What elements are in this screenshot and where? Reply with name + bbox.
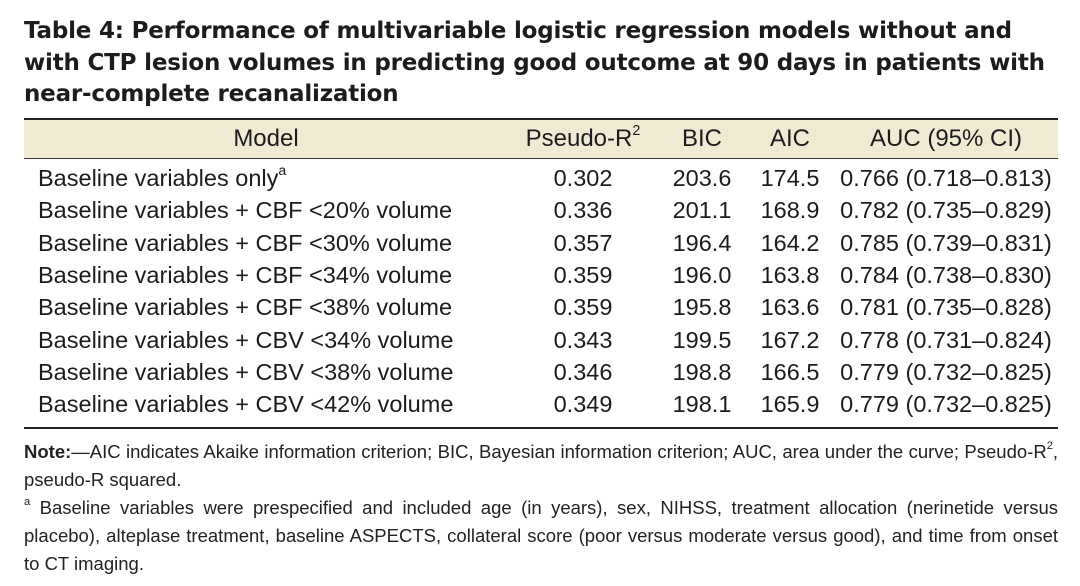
col-header-bic: BIC (681, 124, 722, 152)
results-table: Model Pseudo-R2 BIC AIC AUC (95% CI) Bas… (24, 119, 1058, 421)
cell-pseudo-r2: 0.336 (553, 197, 613, 224)
cell-aic: 165.9 (760, 391, 820, 418)
table-row: Baseline variables + CBF <38% volume 0.3… (24, 292, 1058, 324)
cell-model-text: Baseline variables only (38, 165, 279, 192)
cell-auc: 0.782 (0.735–0.829) (840, 197, 1052, 224)
table-title: Table 4: Performance of multivariable lo… (24, 18, 1045, 107)
cell-bic: 198.1 (672, 391, 732, 418)
table-row: Baseline variables + CBV <42% volume 0.3… (24, 389, 1058, 421)
cell-model: Baseline variables + CBF <34% volume (38, 262, 453, 289)
cell-pseudo-r2: 0.359 (553, 262, 613, 289)
cell-bic: 196.4 (672, 229, 732, 256)
note-label: Note: (24, 440, 72, 462)
cell-model: Baseline variables onlya (24, 158, 508, 195)
cell-model: Baseline variables + CBF <38% volume (38, 294, 453, 321)
cell-bic: 195.8 (672, 294, 732, 321)
top-rule (24, 117, 1058, 120)
cell-bic: 203.6 (672, 165, 732, 192)
cell-auc: 0.781 (0.735–0.828) (840, 294, 1052, 321)
superscript-2: 2 (1046, 439, 1053, 452)
cell-aic: 167.2 (760, 326, 820, 353)
table-notes: Note:—AIC indicates Akaike information c… (24, 438, 1058, 578)
abbreviation-note: Note:—AIC indicates Akaike information c… (24, 438, 1058, 494)
cell-auc: 0.779 (0.732–0.825) (840, 358, 1052, 385)
cell-pseudo-r2: 0.349 (553, 391, 613, 418)
cell-pseudo-r2: 0.343 (553, 326, 613, 353)
cell-model: Baseline variables + CBV <38% volume (38, 358, 454, 385)
table-row: Baseline variables + CBF <20% volume 0.3… (24, 195, 1058, 227)
cell-aic: 166.5 (760, 358, 820, 385)
note-text-end: , pseudo-R squared. (24, 440, 1058, 490)
cell-auc: 0.778 (0.731–0.824) (840, 326, 1052, 353)
bottom-rule (24, 426, 1058, 429)
cell-auc: 0.785 (0.739–0.831) (840, 229, 1052, 256)
cell-aic: 164.2 (760, 229, 820, 256)
cell-auc: 0.766 (0.718–0.813) (840, 165, 1052, 192)
cell-pseudo-r2: 0.346 (553, 358, 613, 385)
table-row: Baseline variables + CBF <30% volume 0.3… (24, 227, 1058, 259)
col-header-pseudo-r2: Pseudo-R2 (508, 120, 658, 159)
cell-bic: 199.5 (672, 326, 732, 353)
cell-bic: 196.0 (672, 262, 732, 289)
table-row: Baseline variables + CBV <38% volume 0.3… (24, 356, 1058, 388)
cell-bic: 201.1 (672, 197, 732, 224)
cell-model: Baseline variables + CBV <34% volume (38, 326, 454, 353)
cell-auc: 0.784 (0.738–0.830) (840, 262, 1052, 289)
note-text: —AIC indicates Akaike information criter… (71, 440, 1047, 462)
footnote-text: Baseline variables were prespecified and… (24, 496, 1058, 574)
header-row: Model Pseudo-R2 BIC AIC AUC (95% CI) (24, 119, 1058, 159)
cell-auc: 0.779 (0.732–0.825) (840, 391, 1052, 418)
footnote-a: a Baseline variables were prespecified a… (24, 494, 1058, 578)
footnote-marker: a (24, 495, 31, 508)
table-row: Baseline variables + CBF <34% volume 0.3… (24, 259, 1058, 291)
cell-aic: 163.8 (760, 262, 820, 289)
col-header-model: Model (233, 124, 299, 152)
cell-model: Baseline variables + CBF <20% volume (38, 197, 453, 224)
cell-pseudo-r2: 0.357 (553, 229, 613, 256)
col-header-auc: AUC (95% CI) (869, 124, 1023, 152)
table-row: Baseline variables onlya 0.302 203.6 174… (24, 158, 1058, 195)
cell-pseudo-r2: 0.302 (553, 165, 613, 192)
cell-aic: 174.5 (760, 165, 820, 192)
col-header-aic: AIC (769, 124, 810, 152)
superscript-2: 2 (632, 122, 641, 139)
cell-bic: 198.8 (672, 358, 732, 385)
footnote-marker: a (278, 162, 287, 179)
cell-model: Baseline variables + CBF <30% volume (38, 229, 453, 256)
cell-aic: 168.9 (760, 197, 820, 224)
cell-pseudo-r2: 0.359 (553, 294, 613, 321)
cell-model: Baseline variables + CBV <42% volume (38, 391, 454, 418)
col-header-pseudo-r2-label: Pseudo-R (525, 124, 633, 152)
cell-aic: 163.6 (760, 294, 820, 321)
table-row: Baseline variables + CBV <34% volume 0.3… (24, 324, 1058, 356)
